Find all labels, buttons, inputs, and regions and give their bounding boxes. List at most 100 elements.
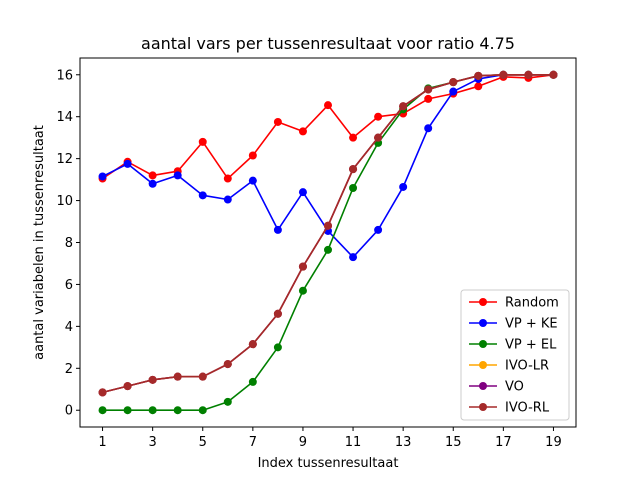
legend-marker-random — [479, 298, 487, 306]
x-tick-label-9: 9 — [299, 435, 307, 450]
legend-item-vp-ke: VP + KE — [469, 317, 558, 332]
point-ivo-rl-18 — [524, 70, 533, 79]
y-tick-label-16: 16 — [56, 68, 73, 83]
point-vp-ke-2 — [123, 159, 132, 168]
point-random-9 — [298, 127, 307, 136]
y-tick-label-6: 6 — [65, 278, 73, 293]
point-vp-el-2 — [123, 406, 132, 415]
legend-label-vp-ke: VP + KE — [505, 317, 558, 332]
legend-marker-vp-ke — [479, 319, 487, 327]
series-layer — [98, 70, 558, 415]
point-vp-el-8 — [273, 343, 282, 352]
point-ivo-rl-5 — [198, 372, 207, 381]
point-random-8 — [273, 117, 282, 126]
point-random-7 — [248, 151, 257, 160]
point-ivo-rl-4 — [173, 372, 182, 381]
point-vp-el-10 — [324, 245, 332, 254]
point-vp-ke-3 — [148, 179, 157, 188]
point-ivo-rl-14 — [424, 85, 433, 94]
legend-item-vo: VO — [469, 380, 524, 395]
y-tick-label-12: 12 — [56, 152, 73, 167]
point-ivo-rl-6 — [223, 360, 232, 369]
point-vp-el-1 — [98, 406, 107, 415]
legend-marker-ivo-lr — [479, 361, 487, 369]
point-vp-ke-8 — [273, 225, 282, 234]
point-ivo-rl-16 — [474, 71, 483, 80]
point-vp-el-6 — [223, 397, 232, 406]
point-ivo-rl-13 — [399, 102, 408, 111]
x-tick-label-3: 3 — [149, 435, 157, 450]
point-vp-ke-9 — [298, 188, 307, 197]
y-tick-label-8: 8 — [65, 236, 73, 251]
x-tick-label-19: 19 — [545, 435, 562, 450]
point-vp-el-11 — [349, 183, 358, 192]
legend-label-vp-el: VP + EL — [505, 338, 557, 353]
legend-label-random: Random — [505, 296, 559, 311]
legend-item-ivo-lr: IVO-LR — [469, 359, 549, 374]
point-ivo-rl-19 — [549, 70, 558, 79]
point-random-12 — [374, 112, 383, 121]
y-axis-ticks: 0 2 4 6 8 10 12 14 16 — [56, 68, 80, 419]
point-vp-el-3 — [148, 406, 157, 415]
chart-title: aantal vars per tussenresultaat voor rat… — [141, 34, 515, 53]
point-random-6 — [223, 174, 232, 183]
legend-label-ivo-lr: IVO-LR — [505, 359, 549, 374]
legend-marker-vp-el — [479, 340, 487, 348]
point-vp-ke-15 — [449, 87, 458, 96]
point-random-3 — [148, 171, 157, 180]
legend-label-ivo-rl: IVO-RL — [505, 401, 550, 416]
x-tick-label-17: 17 — [495, 435, 512, 450]
legend-item-random: Random — [469, 296, 559, 311]
point-ivo-rl-1 — [98, 388, 107, 397]
legend-marker-vo — [479, 382, 487, 390]
legend-marker-ivo-rl — [479, 403, 487, 411]
y-tick-label-10: 10 — [56, 194, 73, 209]
x-tick-label-11: 11 — [345, 435, 362, 450]
x-axis-ticks: 1 3 5 7 9 11 13 15 17 19 — [98, 427, 562, 450]
x-tick-label-1: 1 — [98, 435, 106, 450]
legend-item-vp-el: VP + EL — [469, 338, 557, 353]
point-vp-ke-12 — [374, 225, 383, 234]
x-tick-label-7: 7 — [249, 435, 257, 450]
point-ivo-rl-17 — [499, 70, 508, 79]
point-ivo-rl-3 — [148, 375, 157, 384]
x-tick-label-13: 13 — [395, 435, 412, 450]
series-vp-ke — [98, 70, 558, 262]
point-vp-ke-6 — [223, 195, 232, 204]
x-tick-label-5: 5 — [199, 435, 207, 450]
y-tick-label-0: 0 — [65, 404, 73, 419]
point-vp-ke-5 — [198, 191, 207, 200]
series-line-random — [102, 73, 554, 180]
point-random-14 — [424, 94, 433, 103]
point-vp-el-7 — [248, 377, 257, 386]
point-vp-ke-7 — [248, 176, 257, 185]
point-vp-el-4 — [173, 406, 182, 415]
legend-label-vo: VO — [505, 380, 524, 395]
point-random-5 — [198, 137, 207, 146]
series-ivo-rl — [98, 70, 558, 397]
point-ivo-rl-9 — [298, 262, 307, 271]
point-ivo-rl-7 — [248, 340, 257, 349]
point-vp-ke-4 — [173, 171, 182, 180]
x-axis-label: Index tussenresultaat — [258, 456, 399, 471]
point-random-10 — [324, 101, 332, 110]
point-random-11 — [349, 133, 358, 142]
y-tick-label-4: 4 — [65, 320, 73, 335]
point-ivo-rl-10 — [324, 221, 332, 230]
legend-item-ivo-rl: IVO-RL — [469, 401, 550, 416]
point-ivo-rl-11 — [349, 165, 358, 174]
point-ivo-rl-12 — [374, 133, 383, 142]
legend: Random VP + KE VP + EL IVO-LR VO IVO-RL — [460, 289, 570, 421]
point-vp-el-5 — [198, 406, 207, 415]
series-random — [98, 70, 558, 183]
point-vp-ke-11 — [349, 253, 358, 262]
point-random-16 — [474, 82, 483, 91]
point-vp-ke-1 — [98, 172, 107, 181]
y-tick-label-14: 14 — [56, 110, 73, 125]
point-vp-el-9 — [298, 286, 307, 295]
point-vp-ke-14 — [424, 124, 433, 133]
y-tick-label-2: 2 — [65, 362, 73, 377]
y-axis-label: aantal variabelen in tussenresultaat — [32, 125, 47, 360]
